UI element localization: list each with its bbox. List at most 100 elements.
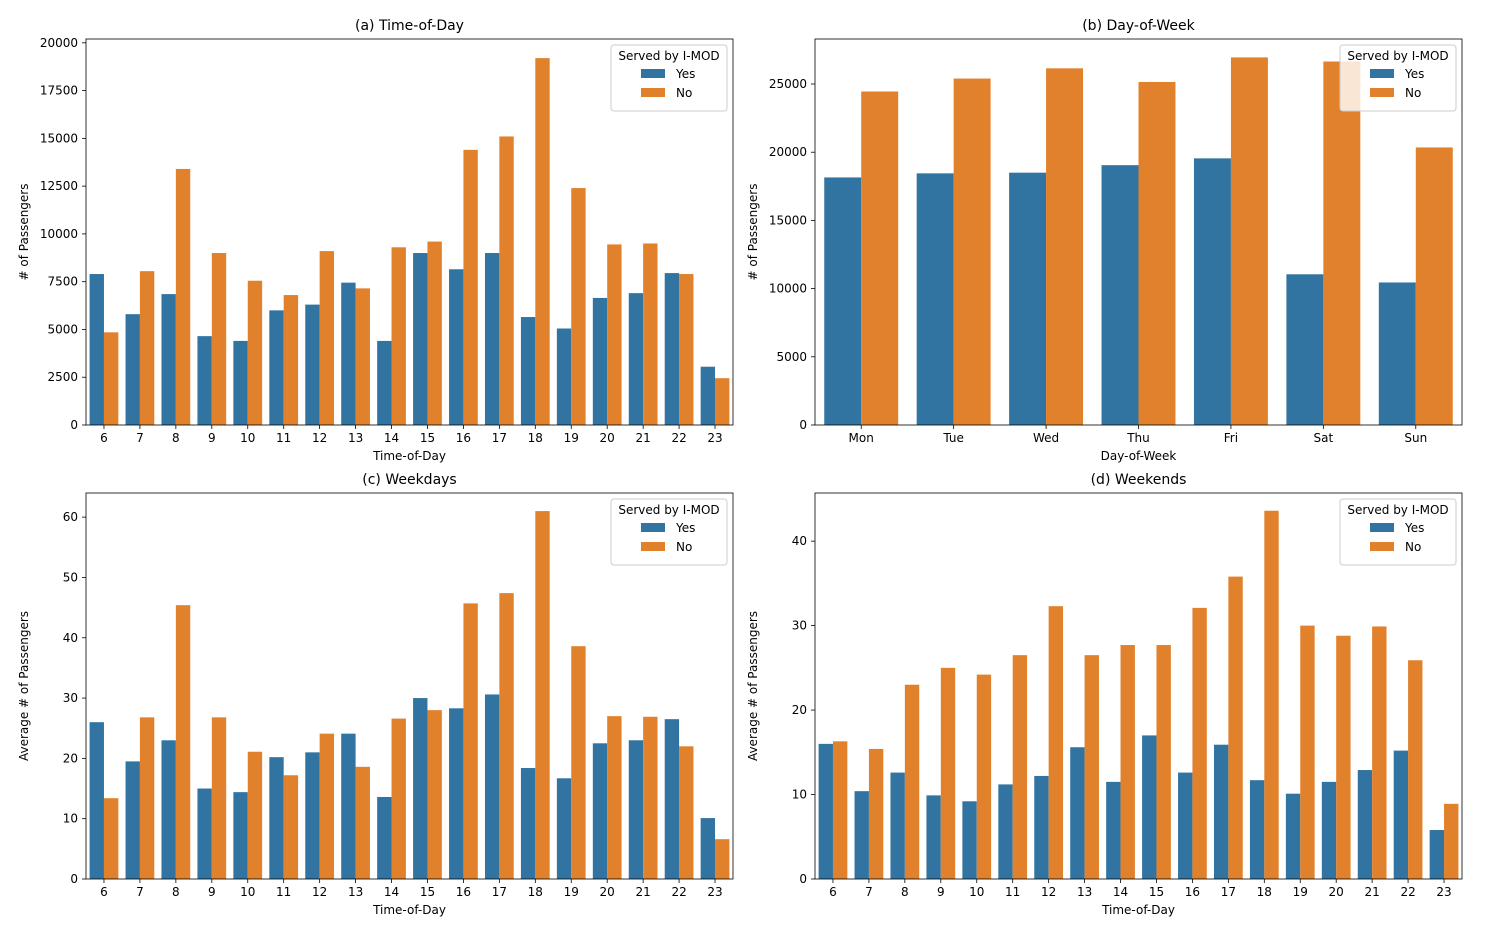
x-tick-label: 6 xyxy=(100,431,108,445)
bar-no-23 xyxy=(715,378,730,425)
x-tick-label: 14 xyxy=(1113,885,1128,899)
bar-no-6 xyxy=(103,332,119,425)
legend-label-no: No xyxy=(1405,540,1421,554)
bar-no-11 xyxy=(283,775,299,879)
y-tick-label: 20 xyxy=(63,751,78,765)
y-tick-label: 20000 xyxy=(769,145,807,159)
axes-frame xyxy=(85,492,734,880)
legend-swatch-yes xyxy=(1370,523,1394,532)
x-tick-label: 6 xyxy=(829,885,837,899)
bar-no-18 xyxy=(535,58,550,426)
bar-yes-22 xyxy=(664,273,680,425)
bar-no-14 xyxy=(1120,645,1135,879)
y-tick-label: 10000 xyxy=(40,227,78,241)
panel-title: (c) Weekdays xyxy=(362,472,456,488)
y-tick-label: 30 xyxy=(63,691,78,705)
legend-swatch-no xyxy=(1370,88,1394,97)
bar-yes-20 xyxy=(592,297,608,425)
bar-yes-18 xyxy=(1249,780,1265,879)
bar-yes-13 xyxy=(341,733,356,879)
bar-no-17 xyxy=(499,593,514,879)
bar-no-6 xyxy=(832,741,848,879)
x-tick-label: 23 xyxy=(1436,885,1451,899)
bar-yes-15 xyxy=(413,698,428,879)
y-tick-label: 5000 xyxy=(47,322,78,336)
bar-yes-16 xyxy=(449,708,464,879)
bar-yes-7 xyxy=(125,761,140,879)
bar-no-8 xyxy=(175,605,191,879)
bar-yes-14 xyxy=(377,340,392,425)
legend-title: Served by I-MOD xyxy=(618,49,719,63)
bar-yes-17 xyxy=(484,253,500,425)
bar-yes-17 xyxy=(1213,744,1229,879)
bar-no-22 xyxy=(679,746,694,879)
y-tick-label: 25000 xyxy=(769,77,807,91)
bar-yes-fri xyxy=(1193,158,1231,425)
chart-panel-2: Mon Tue Wed Thu Fri Sat Sun 0 5000 10000 15000 2000… xyxy=(746,18,1463,463)
bar-no-23 xyxy=(715,839,730,879)
bar-no-sun xyxy=(1415,147,1453,425)
chart-panel-4: 6 7 8 9 10 11 12 13 14 15 16 17 18 19 20 21 22 23 0 10 20 30 4… xyxy=(746,472,1463,917)
legend-box xyxy=(610,44,728,112)
bar-yes-16 xyxy=(1178,772,1193,879)
x-tick-label: 14 xyxy=(384,431,399,445)
legend-title: Served by I-MOD xyxy=(618,503,719,517)
bar-yes-21 xyxy=(1357,770,1373,879)
y-tick-label: 20 xyxy=(792,703,807,717)
legend-title: Served by I-MOD xyxy=(1347,503,1448,517)
bar-yes-thu xyxy=(1101,165,1139,426)
x-tick-label: 16 xyxy=(456,431,471,445)
legend-box xyxy=(610,498,728,566)
bar-yes-16 xyxy=(449,269,464,425)
bar-no-15 xyxy=(427,710,442,880)
y-tick-label: 0 xyxy=(70,872,78,886)
x-tick-label: 13 xyxy=(348,431,363,445)
x-axis-label: Time-of-Day xyxy=(372,449,446,463)
x-tick-label: 22 xyxy=(671,885,686,899)
x-tick-label: 13 xyxy=(1077,885,1092,899)
y-tick-label: 0 xyxy=(70,418,78,432)
bar-yes-23 xyxy=(1429,830,1445,879)
y-tick-label: 40 xyxy=(792,534,807,548)
bar-yes-18 xyxy=(520,768,536,879)
bar-no-12 xyxy=(319,733,335,879)
bar-yes-6 xyxy=(89,722,104,879)
bar-no-10 xyxy=(247,280,263,425)
bar-no-7 xyxy=(139,717,155,879)
legend-label-yes: Yes xyxy=(675,521,695,535)
legend: Served by I-MOD Yes No xyxy=(1339,498,1457,566)
bar-no-10 xyxy=(247,751,263,879)
bar-no-19 xyxy=(571,188,586,425)
bar-no-17 xyxy=(499,136,514,425)
bar-yes-10 xyxy=(233,792,248,879)
bar-yes-21 xyxy=(628,740,644,879)
bar-yes-8 xyxy=(890,772,905,879)
x-tick-label: 22 xyxy=(1400,885,1415,899)
bar-no-13 xyxy=(1084,655,1099,879)
bar-yes-11 xyxy=(998,784,1013,879)
x-tick-label: 9 xyxy=(937,885,945,899)
bar-no-tue xyxy=(953,78,991,426)
bar-no-20 xyxy=(607,716,622,879)
bar-no-mon xyxy=(861,91,899,425)
x-tick-label: 13 xyxy=(348,885,363,899)
bar-no-20 xyxy=(607,244,622,425)
x-tick-label: 14 xyxy=(384,885,399,899)
x-tick-label: 20 xyxy=(600,431,615,445)
bar-no-19 xyxy=(1300,625,1315,879)
x-tick-label: 18 xyxy=(528,431,543,445)
bar-no-22 xyxy=(679,274,694,425)
bar-yes-12 xyxy=(305,304,320,425)
bar-yes-8 xyxy=(161,740,176,879)
legend: Served by I-MOD Yes No xyxy=(610,498,728,566)
x-tick-label: 12 xyxy=(1041,885,1056,899)
panel-title: (d) Weekends xyxy=(1091,472,1187,488)
panel-title: (b) Day-of-Week xyxy=(1082,18,1195,34)
bar-yes-19 xyxy=(556,778,572,879)
x-tick-label: 10 xyxy=(969,885,984,899)
x-tick-label: 23 xyxy=(707,885,722,899)
bar-no-21 xyxy=(643,716,658,879)
bar-yes-23 xyxy=(700,818,716,879)
